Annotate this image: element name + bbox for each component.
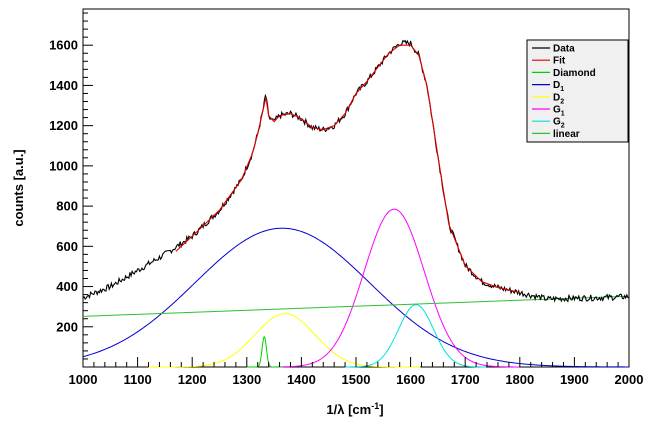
legend-entry-data: Data [532, 44, 575, 55]
legend-entry-g1: G1 [532, 105, 565, 118]
series-line-d1 [82, 227, 629, 368]
y-tick-label: 1400 [49, 78, 78, 93]
y-tick-label: 800 [56, 199, 78, 214]
x-tick-label: 1900 [560, 372, 589, 387]
series-line-linear [82, 295, 630, 317]
series-line-g1 [268, 208, 520, 368]
legend-label: linear [553, 129, 580, 140]
y-tick-label: 1600 [49, 38, 78, 53]
x-tick-label: 1500 [342, 372, 371, 387]
legend-label: Fit [553, 56, 566, 67]
series-layer [82, 39, 630, 368]
legend-entry-linear: linear [532, 129, 580, 140]
x-tick-label: 1400 [287, 372, 316, 387]
x-tick-label: 1600 [396, 372, 425, 387]
legend-entry-d1: D1 [532, 80, 564, 93]
x-tick-label: 1700 [451, 372, 480, 387]
series-line-g2 [345, 304, 486, 368]
x-tick-label: 1200 [178, 372, 207, 387]
x-axis-title: 1/λ [cm-1] [326, 401, 383, 417]
x-tick-label: 2000 [615, 372, 644, 387]
y-tick-label: 400 [56, 279, 78, 294]
series-line-data [82, 39, 630, 303]
y-axis-title: counts [a.u.] [11, 149, 26, 226]
axes-layer: 1000 1100 1200 1300 1400 1500 1600 1700 1800 1900… [49, 12, 644, 387]
legend-box [526, 39, 629, 143]
x-tick-label: 1800 [505, 372, 534, 387]
series-line-diamond [246, 336, 283, 368]
x-tick-label: 1000 [69, 372, 98, 387]
x-axis-title-base: 1/λ [cm [326, 402, 371, 417]
x-axis-title-end: ] [379, 402, 383, 417]
y-tick-label: 200 [56, 319, 78, 334]
legend-entry-fit: Fit [532, 56, 566, 67]
legend-label: Data [553, 44, 575, 55]
legend-label: G2 [553, 117, 565, 130]
y-tick-label: 1200 [49, 118, 78, 133]
x-tick-label: 1100 [123, 372, 151, 387]
series-line-d2 [148, 313, 421, 368]
y-tick-label: 1000 [49, 158, 78, 173]
x-axis-title-sup: -1 [371, 401, 379, 411]
legend-entry-g2: G2 [532, 117, 565, 130]
legend-entry-diamond: Diamond [532, 68, 596, 79]
legend-entry-d2: D2 [532, 92, 564, 105]
y-tick-label: 600 [56, 239, 78, 254]
legend-label: Diamond [553, 68, 596, 79]
x-tick-label: 1300 [232, 372, 261, 387]
legend-label: D1 [553, 80, 564, 93]
legend-label: D2 [553, 92, 564, 105]
legend-label: G1 [553, 105, 565, 118]
series-line-fit [175, 44, 520, 294]
